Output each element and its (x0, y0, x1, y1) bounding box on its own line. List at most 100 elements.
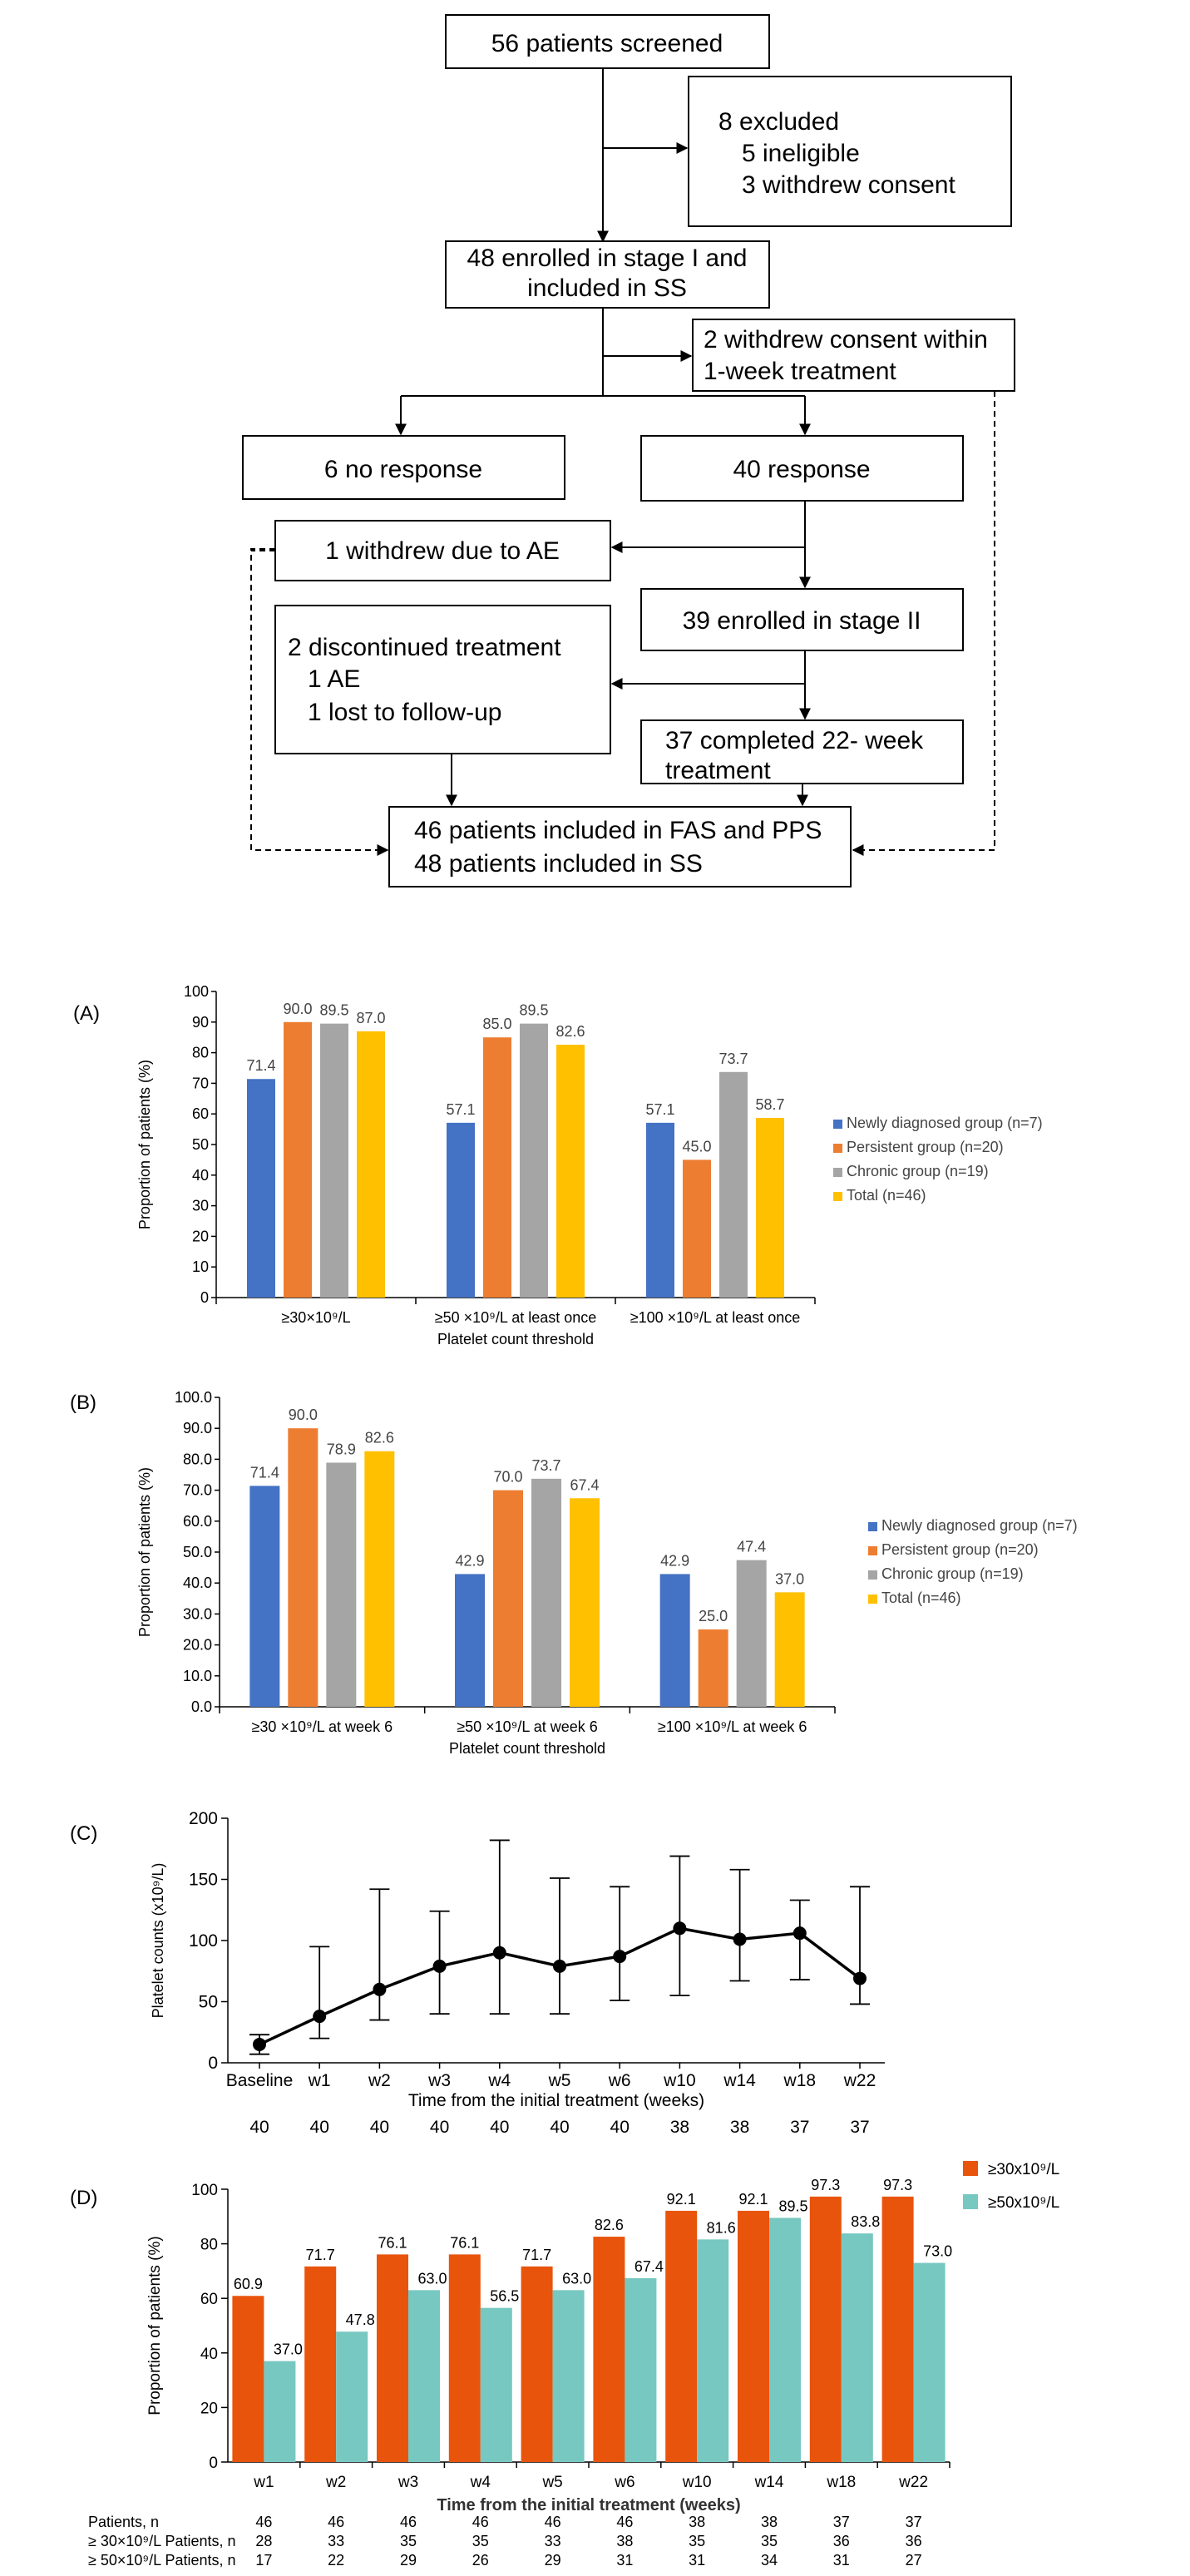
legend-swatch (868, 1595, 877, 1604)
y-tick-label: 0 (208, 2054, 218, 2073)
x-tick-label: w18 (783, 2071, 817, 2090)
bar (913, 2262, 946, 2462)
n-row-value: 37 (850, 2118, 869, 2137)
bar-value-label: 47.4 (737, 1539, 766, 1555)
bar-value-label: 73.0 (923, 2243, 952, 2260)
table-cell: 35 (472, 2533, 489, 2549)
data-point (673, 1921, 687, 1936)
n-row-value: 38 (730, 2118, 749, 2137)
x-tick-label: w5 (541, 2474, 562, 2491)
table-cell: 38 (689, 2514, 705, 2530)
y-tick-label: 150 (189, 1871, 218, 1890)
x-tick-label: w4 (470, 2474, 491, 2491)
y-tick-label: 200 (189, 1809, 218, 1828)
bar (357, 1031, 385, 1298)
table-cell: 35 (761, 2533, 778, 2549)
bar (531, 1478, 561, 1707)
bar (364, 1451, 395, 1707)
bar (593, 2237, 625, 2462)
bar (552, 2290, 585, 2462)
bar (493, 1490, 523, 1707)
final-line2: 48 patients included in SS (414, 850, 703, 878)
bar (809, 2196, 842, 2462)
discontinued-lost: 1 lost to follow-up (308, 699, 501, 726)
y-tick-label: 0.0 (191, 1698, 212, 1715)
table-cell: 35 (400, 2533, 417, 2549)
x-tick-label: w10 (663, 2071, 696, 2090)
bar-value-label: 81.6 (707, 2219, 736, 2236)
bar-value-label: 89.5 (319, 1002, 348, 1019)
bar (719, 1071, 748, 1298)
n-row-value: 40 (370, 2118, 389, 2137)
table-cell: 31 (616, 2552, 633, 2569)
y-tick-label: 100 (184, 983, 209, 1000)
table-cell: 22 (328, 2552, 344, 2569)
withdrew-1week-line1: 2 withdrew consent within (704, 326, 988, 354)
table-cell: 28 (255, 2533, 272, 2549)
response-box-text: 40 response (733, 456, 870, 483)
y-tick-label: 100 (189, 1931, 218, 1951)
y-tick-label: 80.0 (183, 1451, 212, 1467)
panel-label: (C) (70, 1822, 97, 1845)
y-tick-label: 70.0 (183, 1482, 212, 1499)
bar (520, 1023, 548, 1298)
table-cell: 26 (472, 2552, 489, 2569)
legend-swatch (833, 1120, 842, 1129)
data-point (492, 1946, 506, 1960)
excluded-ineligible: 5 ineligible (742, 140, 860, 167)
table-cell: 35 (689, 2533, 705, 2549)
legend-label: Total (n=46) (881, 1590, 961, 1606)
bar-value-label: 90.0 (283, 1001, 312, 1017)
x-tick-label: w3 (397, 2474, 418, 2491)
bar-value-label: 76.1 (450, 2234, 479, 2251)
legend-label: Total (n=46) (847, 1187, 926, 1204)
panel-b-bar-chart: (B) 0.0 10.0 20.0 30.0 40.0 50.0 60.0 70.0 80.0 90… (70, 1389, 1078, 1757)
n-row-value: 40 (550, 2118, 569, 2137)
x-tick-label: w2 (325, 2474, 346, 2491)
bar (455, 1574, 485, 1707)
legend-swatch (833, 1168, 842, 1177)
table-cell: 46 (255, 2514, 272, 2530)
bar-value-label: 82.6 (365, 1430, 394, 1446)
legend-swatch (963, 2194, 978, 2209)
data-point (733, 1932, 747, 1946)
bar (841, 2233, 873, 2462)
bar (736, 1560, 767, 1707)
y-tick-label: 100.0 (175, 1389, 212, 1406)
bar (448, 2254, 481, 2462)
table-cell: 46 (545, 2514, 561, 2530)
x-tick-label: w3 (427, 2071, 451, 2090)
table-cell: 46 (328, 2514, 344, 2530)
y-tick-label: 50.0 (183, 1544, 212, 1560)
x-category-label: ≥100 ×10⁹/L at least once (630, 1309, 801, 1326)
bar (320, 1023, 348, 1298)
y-tick-label: 10.0 (183, 1668, 212, 1684)
table-cell: 38 (761, 2514, 778, 2530)
discontinued-ae: 1 AE (308, 665, 360, 693)
bar-value-label: 42.9 (660, 1552, 689, 1569)
bar (769, 2218, 801, 2462)
table-row-label: Patients, n (88, 2514, 159, 2530)
x-tick-label: w22 (898, 2474, 928, 2491)
bar-value-label: 37.0 (274, 2341, 303, 2358)
n-row-value: 40 (490, 2118, 509, 2137)
x-tick-label: w14 (723, 2071, 756, 2090)
data-point (253, 2037, 266, 2051)
table-cell: 38 (616, 2533, 633, 2549)
n-row-value: 40 (249, 2118, 269, 2137)
n-row-value: 40 (610, 2118, 630, 2137)
x-tick-label: w10 (682, 2474, 712, 2491)
table-row-label: ≥ 50×10⁹/L Patients, n (88, 2552, 236, 2569)
bar (756, 1117, 784, 1298)
x-axis-title: Platelet count threshold (437, 1331, 594, 1347)
x-category-label: ≥30×10⁹/L (281, 1309, 350, 1326)
bar-value-label: 47.8 (346, 2311, 375, 2328)
legend-label: Chronic group (n=19) (881, 1565, 1024, 1582)
legend-swatch (868, 1546, 877, 1555)
table-cell: 31 (689, 2552, 705, 2569)
panel-label: (D) (70, 2187, 97, 2209)
bar-value-label: 71.4 (246, 1057, 275, 1074)
bar (304, 2266, 337, 2462)
x-tick-label: w2 (368, 2071, 391, 2090)
